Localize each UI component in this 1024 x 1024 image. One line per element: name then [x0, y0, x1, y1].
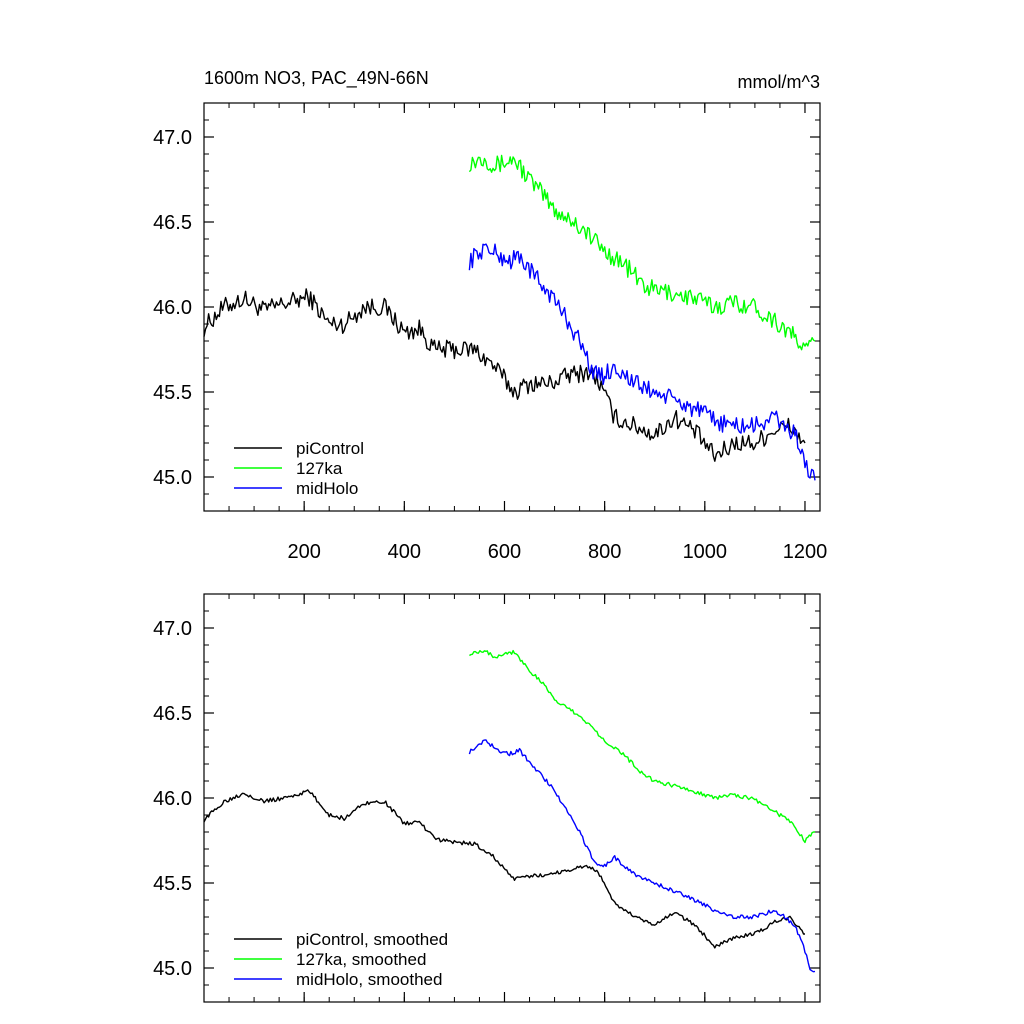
top-y-tick-label: 46.5 — [153, 212, 192, 234]
bottom-y-tick-label: 46.5 — [153, 703, 192, 725]
bottom-legend-label: piControl, smoothed — [296, 930, 448, 949]
top-series-line-picontrol — [203, 288, 806, 462]
bottom-series-line-127ka-smoothed — [469, 649, 815, 844]
top-x-tick-label: 1000 — [683, 541, 728, 563]
units-label: mmol/m^3 — [738, 72, 820, 92]
top-x-tick-label: 400 — [388, 541, 421, 563]
top-x-tick-label: 1200 — [783, 541, 828, 563]
bottom-legend-label: midHolo, smoothed — [296, 970, 442, 989]
bottom-y-tick-label: 45.5 — [153, 873, 192, 895]
top-x-tick-label: 200 — [287, 541, 320, 563]
bottom-series-line-midholo-smoothed — [468, 739, 816, 973]
chart-title: 1600m NO3, PAC_49N-66N — [204, 68, 429, 89]
top-panel: 45.0 45.5 46.0 46.5 47.0 200 400 600 800 1000 1200… — [153, 102, 828, 563]
top-legend-label: midHolo — [296, 479, 358, 498]
top-y-tick-label: 45.0 — [153, 467, 192, 489]
top-x-tick-label: 600 — [488, 541, 521, 563]
bottom-series-line-picontrol-smoothed — [203, 789, 805, 949]
top-legend-label: 127ka — [296, 459, 343, 478]
bottom-y-tick-label: 45.0 — [153, 958, 192, 980]
top-series-line-midholo — [468, 243, 816, 481]
bottom-panel: 45.0 45.5 46.0 46.5 47.0 piControl, smoothed1… — [153, 593, 821, 1003]
bottom-y-tick-label: 47.0 — [153, 618, 192, 640]
top-y-tick-label: 47.0 — [153, 127, 192, 149]
top-y-tick-label: 45.5 — [153, 382, 192, 404]
top-x-tick-label: 800 — [588, 541, 621, 563]
top-y-tick-label: 46.0 — [153, 297, 192, 319]
top-legend-label: piControl — [296, 439, 364, 458]
top-series-line-127ka — [468, 154, 816, 351]
bottom-y-tick-label: 46.0 — [153, 788, 192, 810]
bottom-legend-label: 127ka, smoothed — [296, 950, 426, 969]
